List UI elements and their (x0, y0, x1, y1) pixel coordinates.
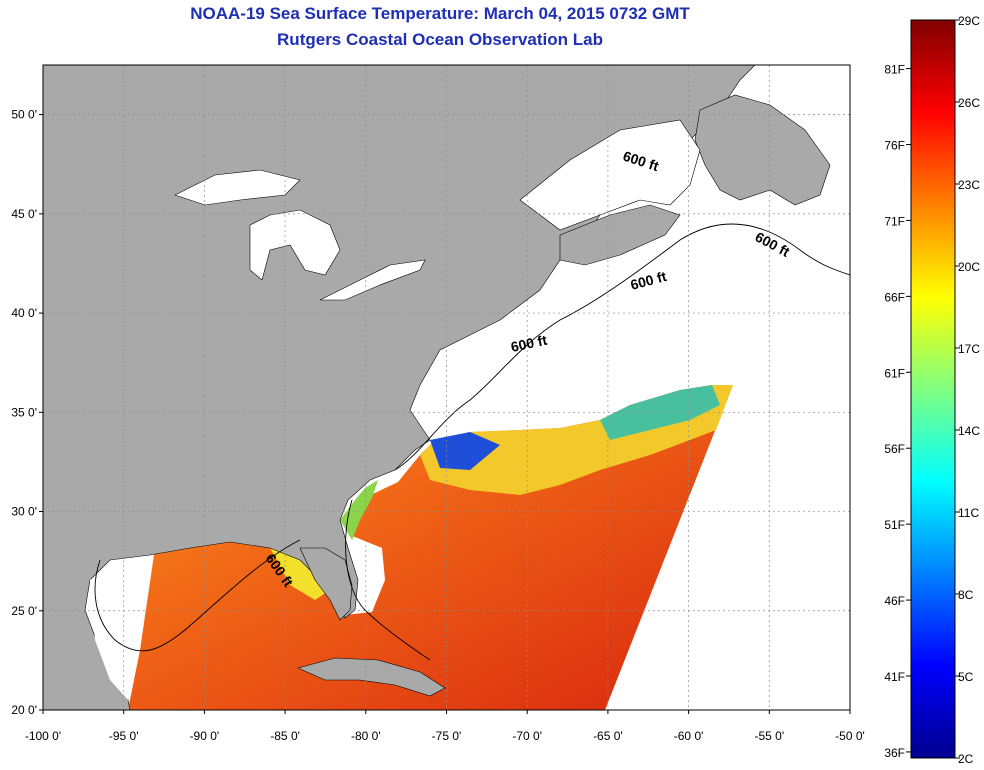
lon-tick-label: -90 0' (190, 729, 220, 743)
lake-erie-ontario (319, 259, 426, 301)
lat-tick-label: 25 0' (11, 604, 37, 618)
lat-tick-label: 50 0' (11, 108, 37, 122)
colorbar-celsius-label: 2C (958, 752, 974, 766)
lake-superior (174, 169, 301, 206)
colorbar-fahrenheit-label: 61F (884, 366, 905, 380)
colorbar (910, 19, 956, 759)
contour-line-florida-strait (345, 499, 431, 661)
colorbar-fahrenheit-label: 36F (884, 746, 905, 760)
nova-scotia-land (559, 204, 681, 266)
lat-tick-label: 35 0' (11, 405, 37, 419)
map-title: NOAA-19 Sea Surface Temperature: March 0… (190, 4, 690, 23)
lake-michigan-huron (249, 209, 341, 281)
lat-tick-label: 20 0' (11, 703, 37, 717)
colorbar-fahrenheit-label: 71F (884, 214, 905, 228)
colorbar-celsius-label: 23C (958, 178, 980, 192)
colorbar-celsius-label: 8C (958, 588, 974, 602)
lon-tick-label: -60 0' (674, 729, 704, 743)
colorbar-celsius-labels: 2C 5C 8C 11C 14C 17C 20C 23C 26C 29C (955, 14, 980, 766)
contour-line-atlantic (394, 223, 850, 471)
lon-tick-label: -80 0' (351, 729, 381, 743)
lat-tick-label: 45 0' (11, 207, 37, 221)
cuba-land (297, 657, 446, 697)
sst-shelf-cool (340, 480, 378, 540)
colorbar-celsius-label: 17C (958, 342, 980, 356)
lon-tick-label: -70 0' (512, 729, 542, 743)
colorbar-fahrenheit-label: 51F (884, 518, 905, 532)
colorbar-fahrenheit-labels: 36F 41F 46F 51F 56F 61F 66F 71F 76F 81F (884, 63, 911, 760)
newfoundland-land (694, 94, 831, 206)
colorbar-fahrenheit-label: 66F (884, 290, 905, 304)
colorbar-celsius-label: 14C (958, 424, 980, 438)
florida-land (299, 547, 353, 621)
colorbar-celsius-label: 26C (958, 96, 980, 110)
gulf-no-data (90, 558, 150, 700)
colorbar-fahrenheit-label: 46F (884, 594, 905, 608)
latitude-axis: 20 0' 25 0' 30 0' 35 0' 40 0' 45 0' 50 0' (11, 108, 43, 717)
colorbar-celsius-label: 11C (958, 506, 979, 520)
lat-tick-label: 40 0' (11, 306, 37, 320)
colorbar-celsius-label: 20C (958, 260, 980, 274)
gulf-of-st-lawrence (519, 119, 701, 231)
colorbar-fahrenheit-label: 41F (884, 670, 905, 684)
map-subtitle: Rutgers Coastal Ocean Observation Lab (277, 30, 603, 49)
contour-line-gulf (94, 539, 301, 652)
lon-tick-label: -65 0' (593, 729, 623, 743)
contour-label-georges-bank: 600 ft (509, 332, 548, 355)
longitude-axis: -100 0' -95 0' -90 0' -85 0' -80 0' -75 0' -70… (25, 710, 865, 743)
lat-tick-label: 30 0' (11, 505, 37, 519)
colorbar-celsius-label: 29C (958, 14, 980, 28)
lon-tick-label: -85 0' (270, 729, 300, 743)
depth-contours (94, 223, 850, 661)
lon-tick-label: -75 0' (432, 729, 462, 743)
lon-tick-label: -95 0' (109, 729, 139, 743)
lon-tick-label: -55 0' (754, 729, 784, 743)
lon-tick-label: -100 0' (25, 729, 61, 743)
sst-cold-patches (430, 432, 500, 470)
colorbar-fahrenheit-label: 81F (884, 63, 905, 77)
colorbar-celsius-label: 5C (958, 670, 974, 684)
lon-tick-label: -50 0' (835, 729, 865, 743)
colorbar-fahrenheit-label: 76F (884, 139, 905, 153)
colorbar-fahrenheit-label: 56F (884, 442, 905, 456)
